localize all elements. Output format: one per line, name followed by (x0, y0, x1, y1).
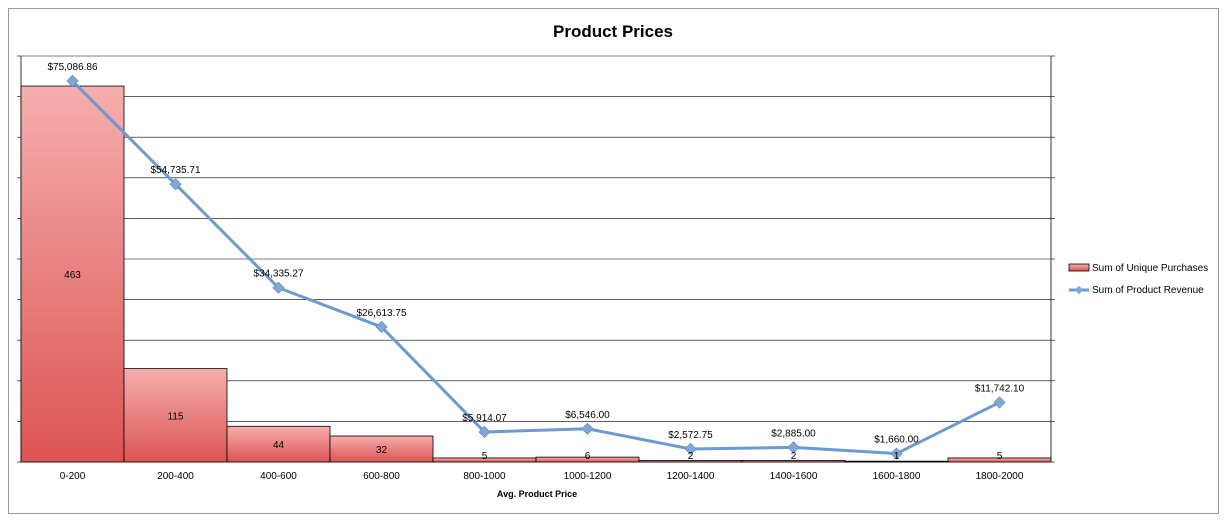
revenue-marker (684, 442, 697, 456)
revenue-marker (272, 281, 285, 294)
revenue-value-label: $26,613.75 (356, 308, 406, 319)
bar-value-label: 5 (482, 451, 488, 462)
x-tick-label: 600-800 (363, 471, 400, 482)
x-tick-label: 0-200 (60, 471, 86, 482)
revenue-marker (169, 178, 182, 191)
bar-value-label: 5 (997, 451, 1003, 462)
legend-marker-product-revenue (1074, 285, 1084, 295)
chart-title: Product Prices (553, 22, 673, 41)
revenue-marker (478, 425, 491, 439)
x-tick-label: 1800-2000 (976, 471, 1024, 482)
revenue-marker (375, 320, 388, 334)
bar-400-600 (226, 425, 331, 463)
revenue-value-label: $54,735.71 (150, 165, 200, 176)
revenue-value-label: $2,572.75 (668, 430, 713, 441)
bar-value-label: 1 (894, 451, 900, 462)
revenue-marker (890, 447, 903, 460)
revenue-value-label: $34,335.27 (253, 269, 303, 280)
revenue-value-label: $6,546.00 (565, 410, 610, 421)
x-tick-label: 1200-1400 (667, 471, 715, 482)
x-tick-label: 1400-1600 (770, 471, 818, 482)
revenue-value-label: $1,660.00 (874, 435, 919, 446)
bar-value-label: 32 (376, 445, 388, 456)
bar-1000-1200 (535, 456, 640, 463)
revenue-line (71, 79, 1001, 456)
bar-value-label: 115 (168, 411, 184, 422)
revenue-marker (993, 396, 1006, 409)
bar-value-label: 463 (64, 270, 81, 281)
revenue-value-label: $11,742.10 (975, 383, 1025, 394)
revenue-marker (787, 441, 800, 454)
revenue-value-label: $2,885.00 (771, 428, 816, 439)
chart-frame: Product Prices 463 115 44 32 5 6 2 2 1 5 0-200 200-… (8, 8, 1219, 514)
legend-label-unique-purchases: Sum of Unique Purchases (1092, 263, 1208, 274)
legend: Sum of Unique Purchases Sum of Product R… (1068, 263, 1208, 296)
revenue-marker (581, 422, 594, 435)
bar-value-label: 44 (273, 440, 285, 451)
x-tick-label: 1000-1200 (564, 471, 612, 482)
bar-1800-2000 (947, 457, 1052, 463)
x-tick-label: 1600-1800 (873, 471, 921, 482)
x-tick-label: 800-1000 (463, 471, 506, 482)
bar-600-800 (329, 435, 434, 463)
bar-200-400 (123, 368, 228, 463)
x-tick-label: 400-600 (260, 471, 297, 482)
x-axis-title: Avg. Product Price (497, 489, 577, 499)
bar-value-label: 6 (585, 451, 591, 462)
revenue-value-label: $5,914.07 (462, 413, 507, 424)
legend-swatch-unique-purchases (1068, 263, 1090, 272)
bar-value-label: 2 (688, 451, 694, 462)
bar-value-label: 2 (791, 451, 797, 462)
x-tick-label: 200-400 (157, 471, 194, 482)
revenue-marker (66, 74, 79, 88)
revenue-value-label: $75,086.86 (47, 62, 97, 73)
legend-label-product-revenue: Sum of Product Revenue (1092, 285, 1204, 296)
combo-chart: Product Prices 463 115 44 32 5 6 2 2 1 5 0-200 200-… (17, 22, 1208, 499)
